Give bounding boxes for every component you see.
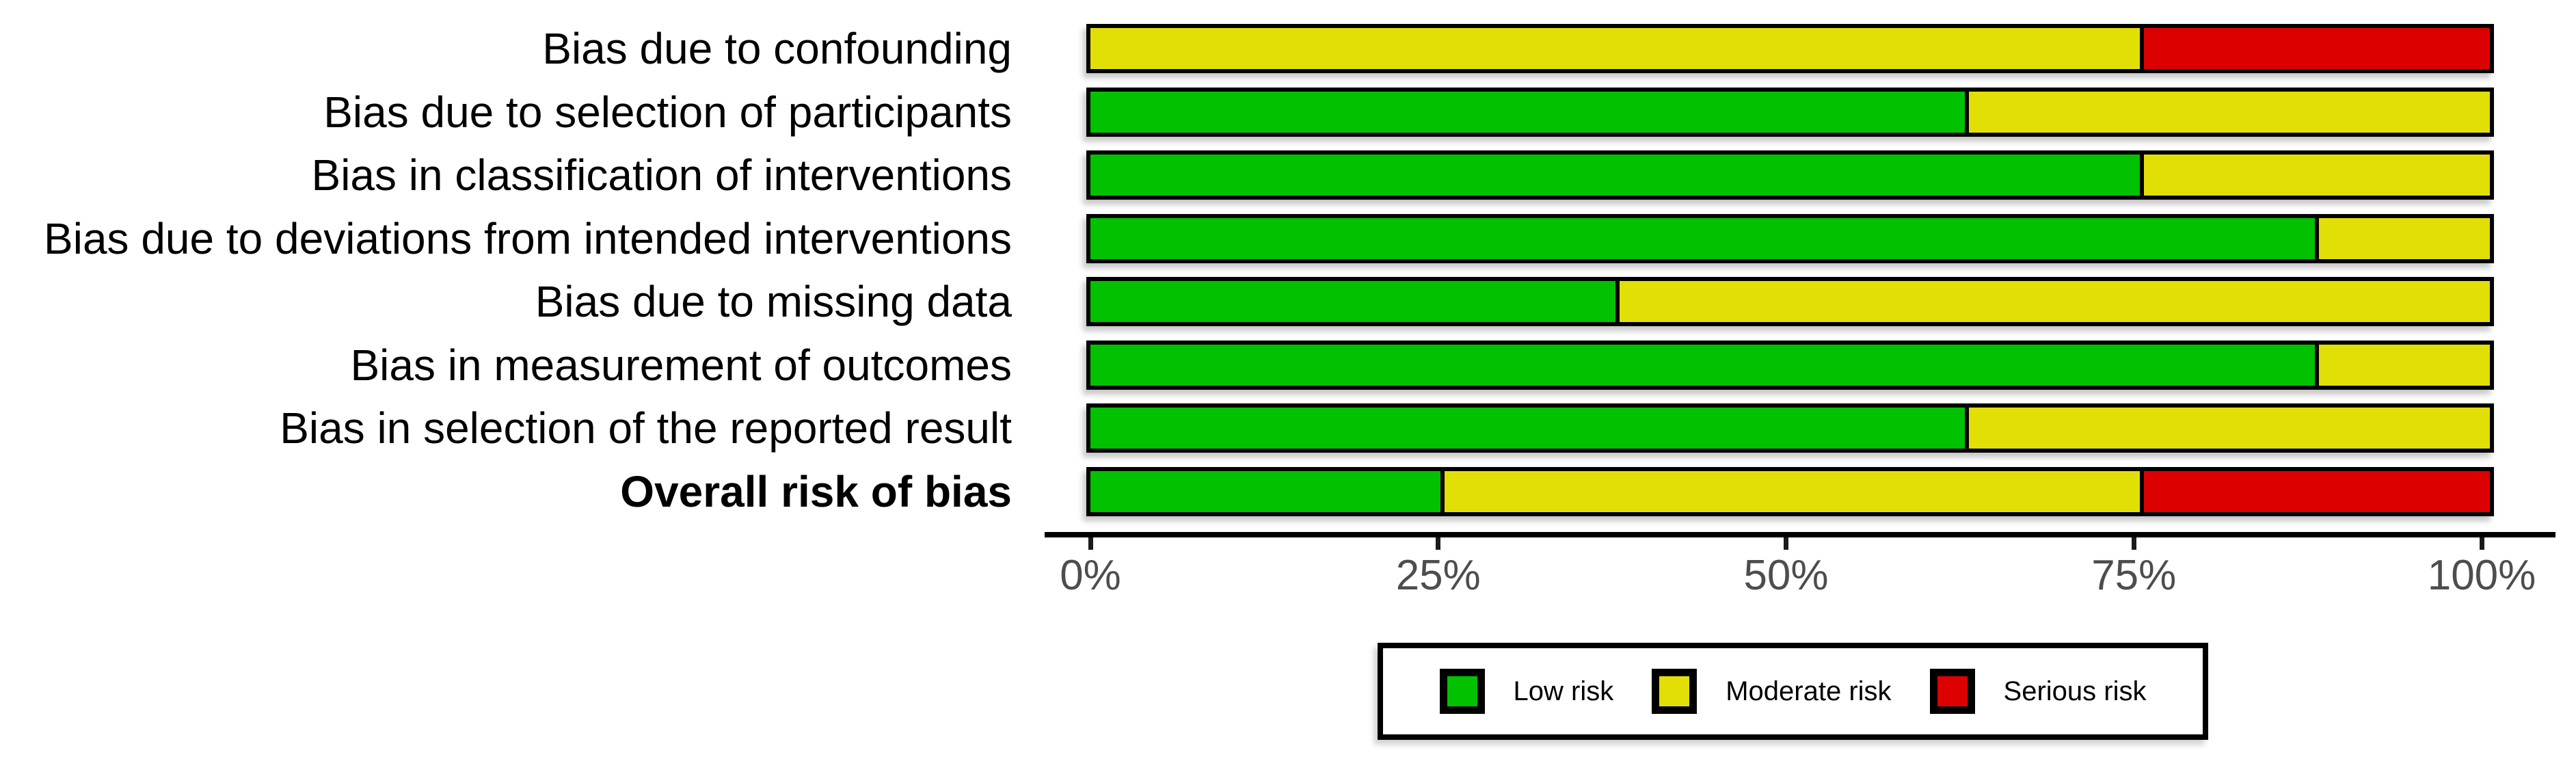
category-label: Bias in measurement of outcomes	[350, 340, 1012, 390]
category-label: Bias in classification of interventions	[311, 150, 1012, 200]
bar-segment-low-risk	[1090, 470, 1440, 512]
stacked-bar-row	[1086, 340, 2494, 390]
x-axis-tick-label: 25%	[1395, 552, 1481, 599]
x-axis-tick-mark	[1784, 537, 1788, 550]
legend-label: Low risk	[1513, 676, 1614, 706]
stacked-bar-row	[1086, 24, 2494, 73]
x-axis-tick-mark	[2479, 537, 2484, 550]
legend-item: Moderate risk	[1652, 669, 1892, 714]
stacked-bar-row	[1086, 87, 2494, 137]
legend-item: Low risk	[1439, 669, 1614, 714]
bar-segment-moderate-risk	[2315, 344, 2490, 386]
bar-segment-moderate-risk	[1965, 408, 2490, 449]
category-label: Bias due to confounding	[542, 24, 1012, 73]
category-label: Bias due to deviations from intended int…	[44, 213, 1012, 263]
bar-segment-low-risk	[1090, 91, 1965, 133]
category-label: Bias due to missing data	[535, 277, 1012, 326]
legend-swatch-moderate-risk	[1652, 669, 1698, 714]
stacked-bar-row	[1086, 277, 2494, 326]
bar-segment-serious-risk	[2140, 28, 2490, 69]
category-label: Bias in selection of the reported result	[280, 403, 1012, 453]
bar-segment-moderate-risk	[1440, 470, 2141, 512]
stacked-bar-row	[1086, 466, 2494, 516]
legend-label: Moderate risk	[1726, 676, 1892, 706]
bar-segment-moderate-risk	[2315, 217, 2490, 259]
bar-segment-moderate-risk	[2140, 155, 2490, 196]
bar-segment-low-risk	[1090, 408, 1965, 449]
stacked-bar-row	[1086, 150, 2494, 200]
category-label: Overall risk of bias	[620, 466, 1012, 516]
x-axis-line	[1045, 532, 2555, 537]
x-axis-tick-label: 0%	[1060, 552, 1121, 599]
bar-segment-moderate-risk	[1615, 281, 2490, 322]
stacked-bar-row	[1086, 403, 2494, 453]
legend-swatch-low-risk	[1439, 669, 1485, 714]
legend: Low risk Moderate risk Serious risk	[1378, 643, 2208, 740]
bar-segment-serious-risk	[2140, 470, 2490, 512]
bar-segment-low-risk	[1090, 217, 2316, 259]
x-axis-tick-label: 100%	[2427, 552, 2536, 599]
bar-segment-low-risk	[1090, 155, 2141, 196]
x-axis-tick-mark	[2131, 537, 2136, 550]
legend-label: Serious risk	[2003, 676, 2147, 706]
bar-segment-moderate-risk	[1965, 91, 2490, 133]
x-axis-tick-mark	[1436, 537, 1441, 550]
bar-segment-moderate-risk	[1090, 28, 2141, 69]
bar-segment-low-risk	[1090, 281, 1615, 322]
stacked-bar-row	[1086, 213, 2494, 263]
x-axis-tick-label: 50%	[1743, 552, 1829, 599]
legend-swatch-serious-risk	[1929, 669, 1975, 714]
x-axis-tick-mark	[1088, 537, 1093, 550]
legend-item: Serious risk	[1929, 669, 2147, 714]
x-axis-tick-label: 75%	[2091, 552, 2177, 599]
bar-segment-low-risk	[1090, 344, 2316, 386]
category-label: Bias due to selection of participants	[323, 87, 1012, 137]
